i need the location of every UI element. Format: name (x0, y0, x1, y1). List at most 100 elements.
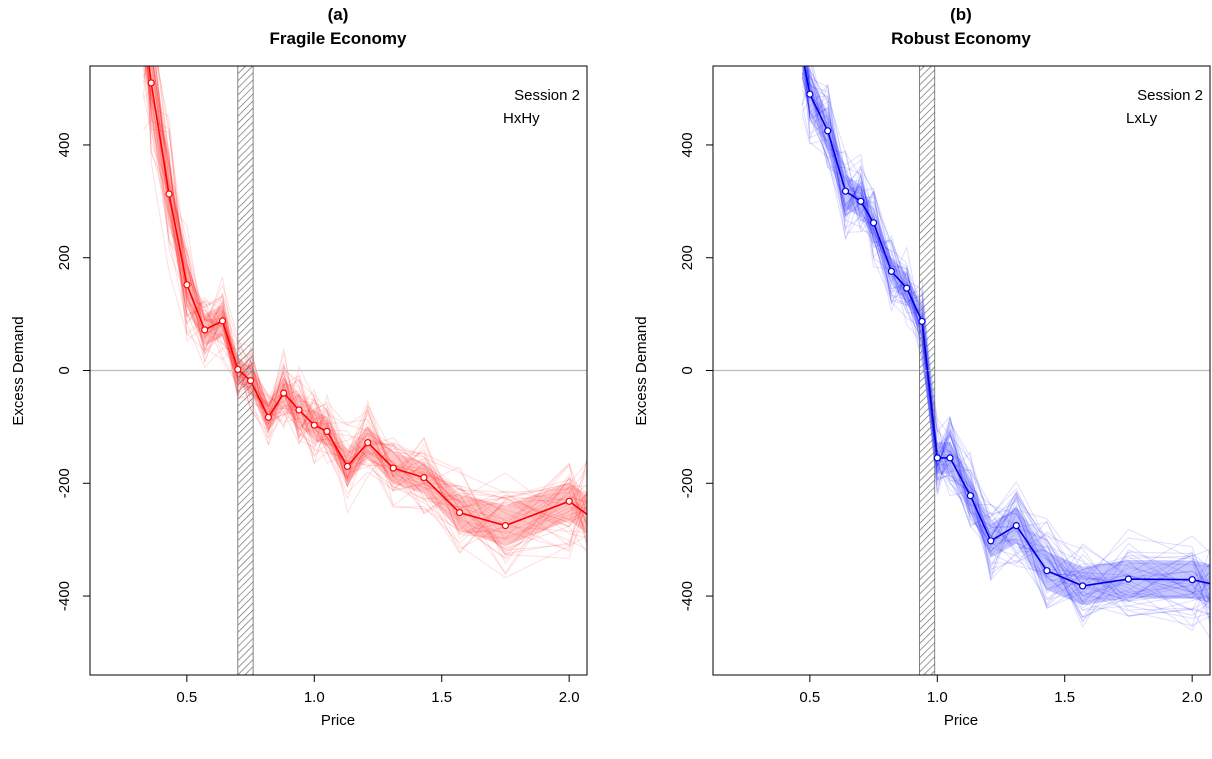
panel-a-x-tick-label: 2.0 (559, 689, 580, 706)
panel-a-simulation-line (143, 66, 587, 526)
panel-b-data-point (1124, 575, 1133, 583)
panel-a: (a) Fragile Economy 0.5 1.0 1.5 2.0 -400 -200… (10, 5, 588, 729)
panel-b-simulation-line (801, 81, 1210, 628)
panel-b-simulation-line (807, 66, 1210, 632)
panel-b-y-tick-label: 0 (679, 366, 696, 374)
panel-a-data-point (247, 377, 255, 385)
panel-a-simulation-line (143, 117, 587, 525)
panel-a-data-point (183, 281, 191, 289)
panel-a-simulation-line (147, 66, 587, 539)
panel-a-label: (a) (328, 5, 349, 24)
panel-a-simulation-line (143, 67, 587, 557)
panel-a-simulation-line (154, 66, 587, 555)
panel-a-simulation-line (153, 66, 587, 553)
panel-a-simulation-line (144, 66, 587, 531)
panel-b-data-point (887, 267, 896, 275)
panel-a-data-point (165, 190, 173, 198)
panel-a-simulation-line (143, 87, 587, 550)
panel-a-axes: 0.5 1.0 1.5 2.0 -400 -200 0 200 400 (56, 132, 580, 706)
panel-b-simulation-line (805, 66, 1210, 619)
panel-a-x-axis-label: Price (321, 712, 355, 729)
panel-a-data-point (420, 474, 428, 482)
panel-b-simulation-line (806, 66, 1210, 603)
panel-a-data-point (389, 464, 397, 472)
panel-b-simulation-line (803, 66, 1210, 629)
panel-b-annotation-session: Session 2 (1137, 87, 1203, 104)
panel-a-data-point (565, 497, 573, 505)
panel-a-simulation-line (153, 66, 587, 555)
panel-a-simulation-line (152, 66, 587, 547)
panel-b-simulation-line (803, 66, 1210, 618)
panel-b-simulation-line (801, 95, 1210, 610)
panel-b-data-point (869, 219, 878, 227)
panel-b-simulation-line (801, 102, 1210, 624)
panel-a-simulation-line (144, 66, 587, 550)
panel-b-x-tick-label: 2.0 (1182, 689, 1203, 706)
panel-b-data-point (966, 492, 975, 500)
panel-a-data-point (280, 389, 288, 397)
panel-b-data-point (1078, 582, 1087, 590)
panel-a-data-point (456, 508, 464, 517)
panel-b-y-tick-label: 200 (679, 245, 696, 270)
panel-b-data-point (1012, 521, 1020, 530)
panel-a-simulation-line (146, 66, 587, 524)
panel-a-simulation-line (152, 66, 587, 550)
panel-a-y-tick-label: 200 (56, 245, 73, 270)
panel-a-simulation-line (152, 66, 587, 533)
panel-a-simulation-line (148, 66, 587, 554)
panel-b-data-point (857, 197, 865, 205)
panel-b-plot-area (713, 66, 1210, 675)
panel-a-data-point (310, 421, 318, 429)
panel-a-simulation-line (143, 66, 587, 527)
panel-b-simulation-line (807, 66, 1210, 601)
panel-b-data-point (806, 90, 814, 98)
panel-a-data-point (343, 462, 351, 470)
panel-b-data-point (1043, 567, 1051, 575)
panel-a-y-axis-label: Excess Demand (10, 316, 27, 425)
panel-a-y-tick-label: -200 (56, 468, 73, 498)
panel-b-data-point (903, 284, 911, 292)
panel-a-simulation-line (147, 66, 587, 539)
panel-b-simulation-line (806, 66, 1210, 605)
panel-a-simulation-line (143, 66, 587, 511)
panel-b-simulation-line (801, 72, 1210, 627)
panel-a-data-point (147, 79, 155, 87)
panel-a-simulation-line (149, 66, 587, 548)
panel-a-simulation-line (148, 66, 587, 522)
panel-b-simulation-line (807, 66, 1210, 599)
panel-a-data-point (264, 413, 272, 421)
panel-a-simulation-line (143, 66, 587, 551)
panel-a-data-point (364, 439, 372, 447)
panel-a-simulation-line (144, 66, 587, 559)
panel-a-title: Fragile Economy (270, 29, 408, 48)
panel-a-y-tick-label: -400 (56, 581, 73, 611)
panel-b-simulation-line (801, 69, 1210, 611)
panel-a-simulation-line (150, 66, 587, 541)
panel-b-simulation-line (804, 66, 1210, 619)
panel-b-simulation-line (801, 67, 1210, 607)
panel-b-simulation-line (803, 66, 1210, 617)
panel-a-annotation-treatment: HxHy (503, 110, 540, 127)
panel-a-simulation-line (145, 66, 587, 528)
panel-b-x-axis-label: Price (944, 712, 978, 729)
panel-a-confidence-band (144, 66, 587, 546)
panel-a-y-tick-label: 0 (56, 366, 73, 374)
panel-b-data-point (918, 317, 926, 325)
panel-b-y-tick-label: 400 (679, 132, 696, 157)
panel-a-x-tick-label: 1.5 (431, 689, 452, 706)
panel-b-x-tick-label: 0.5 (799, 689, 820, 706)
panel-b-simulation-line (805, 66, 1210, 618)
panel-b-y-axis-label: Excess Demand (633, 316, 650, 425)
panel-a-simulation-line (157, 66, 587, 555)
panel-a-x-tick-label: 0.5 (176, 689, 197, 706)
panel-a-simulation-line (148, 66, 587, 548)
panel-a-data-point (201, 326, 209, 334)
panel-a-simulation-line (151, 66, 587, 554)
panel-b-simulation-line (808, 66, 1210, 603)
panel-b-simulation-line (801, 77, 1210, 592)
panel-a-simulation-line (143, 96, 587, 550)
panel-a-simulation-line (146, 66, 587, 576)
panel-b-x-tick-label: 1.5 (1054, 689, 1075, 706)
panel-b-label: (b) (950, 5, 972, 24)
panel-b-simulation-line (806, 66, 1210, 608)
